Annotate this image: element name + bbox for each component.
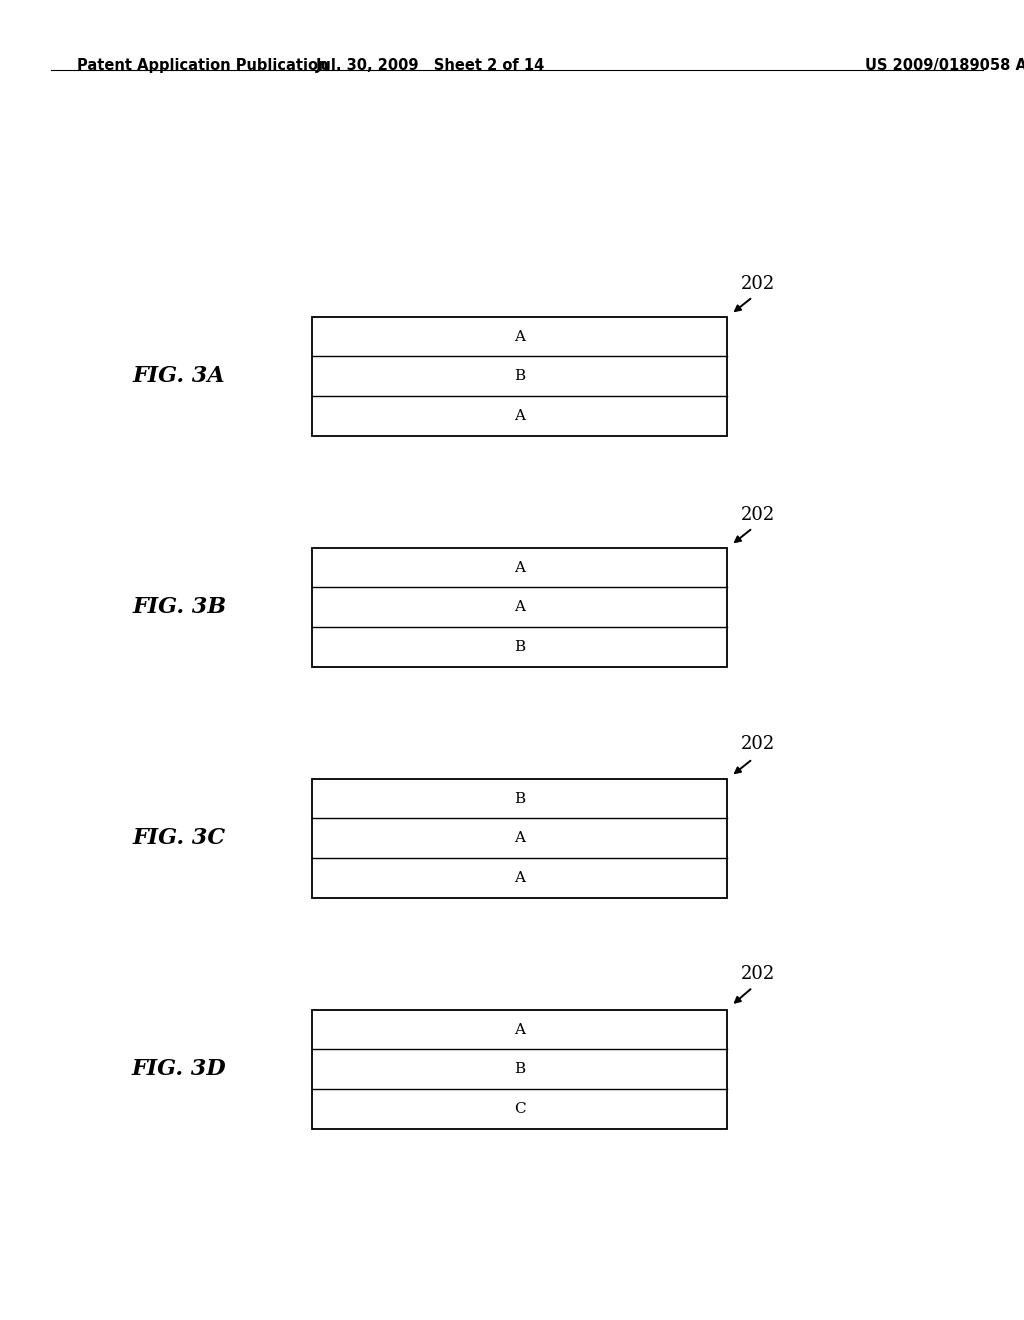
Text: FIG. 3C: FIG. 3C — [133, 828, 225, 849]
Text: Jul. 30, 2009   Sheet 2 of 14: Jul. 30, 2009 Sheet 2 of 14 — [315, 58, 545, 73]
Bar — [312, 317, 727, 436]
Text: A: A — [514, 330, 525, 343]
Text: A: A — [514, 871, 525, 884]
Text: B: B — [514, 370, 525, 383]
Text: Patent Application Publication: Patent Application Publication — [77, 58, 329, 73]
Bar — [312, 779, 727, 898]
Text: A: A — [514, 1023, 525, 1036]
Text: B: B — [514, 640, 525, 653]
Text: 202: 202 — [740, 275, 775, 293]
Bar — [312, 548, 727, 667]
Text: A: A — [514, 601, 525, 614]
Text: FIG. 3D: FIG. 3D — [132, 1059, 226, 1080]
Text: 202: 202 — [740, 965, 775, 983]
Text: C: C — [514, 1102, 525, 1115]
Bar — [312, 1010, 727, 1129]
Text: 202: 202 — [740, 735, 775, 754]
Text: B: B — [514, 1063, 525, 1076]
Text: B: B — [514, 792, 525, 805]
Text: FIG. 3A: FIG. 3A — [133, 366, 225, 387]
Text: US 2009/0189058 A1: US 2009/0189058 A1 — [865, 58, 1024, 73]
Text: 202: 202 — [740, 506, 775, 524]
Text: FIG. 3B: FIG. 3B — [132, 597, 226, 618]
Text: A: A — [514, 409, 525, 422]
Text: A: A — [514, 561, 525, 574]
Text: A: A — [514, 832, 525, 845]
